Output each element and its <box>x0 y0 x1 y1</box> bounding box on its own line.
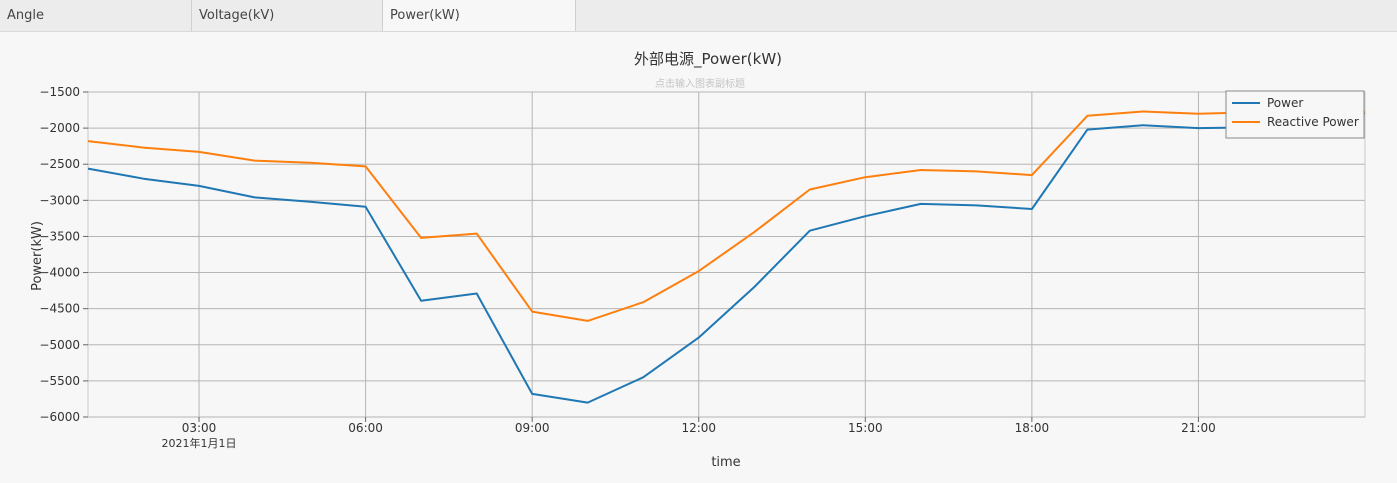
tab-power[interactable]: Power(kW) <box>383 0 576 31</box>
y-tick-label: −3500 <box>39 229 80 243</box>
x-tick-label: 21:00 <box>1181 421 1216 435</box>
power-chart: 外部电源_Power(kW) 点击输入图表副标题 −1500 −2000 −2500… <box>30 50 1366 470</box>
chart-area: 外部电源_Power(kW) 点击输入图表副标题 −1500 −2000 −2500… <box>0 32 1397 479</box>
chart-title: 外部电源_Power(kW) <box>634 50 782 69</box>
x-tick-label: 03:00 <box>182 421 217 435</box>
tab-angle[interactable]: Angle <box>0 0 192 31</box>
series-line-power <box>87 111 1366 404</box>
y-tick-label: −5500 <box>39 374 80 388</box>
y-axis-label: Power(kW) <box>30 221 45 291</box>
y-tick-label: −2000 <box>39 121 80 135</box>
y-tick-label: −1500 <box>39 85 80 99</box>
x-tick-label: 18:00 <box>1015 421 1050 435</box>
legend-label[interactable]: Reactive Power <box>1267 115 1359 129</box>
legend: Power Reactive Power <box>1225 90 1365 139</box>
x-tick-label: 06:00 <box>348 421 383 435</box>
y-tick-label: −4500 <box>39 302 80 316</box>
tab-bar: Angle Voltage(kV) Power(kW) <box>0 0 1397 32</box>
x-tick-label: 09:00 <box>515 421 550 435</box>
x-date-label: 2021年1月1日 <box>162 436 237 450</box>
plot-frame <box>87 91 1366 418</box>
x-tick-label: 12:00 <box>681 421 716 435</box>
y-tick-label: −4000 <box>39 266 80 280</box>
legend-box <box>1225 90 1365 139</box>
y-tick-label: −6000 <box>39 410 80 424</box>
x-tick-label: 15:00 <box>848 421 883 435</box>
tab-voltage[interactable]: Voltage(kV) <box>192 0 383 31</box>
series-line-reactive-power <box>87 104 1366 322</box>
y-tick-label: −5000 <box>39 338 80 352</box>
x-axis-label: time <box>711 455 740 470</box>
chart-subtitle[interactable]: 点击输入图表副标题 <box>655 77 745 90</box>
y-tick-label: −3000 <box>39 193 80 207</box>
y-tick-label: −2500 <box>39 157 80 171</box>
legend-label[interactable]: Power <box>1267 96 1303 110</box>
